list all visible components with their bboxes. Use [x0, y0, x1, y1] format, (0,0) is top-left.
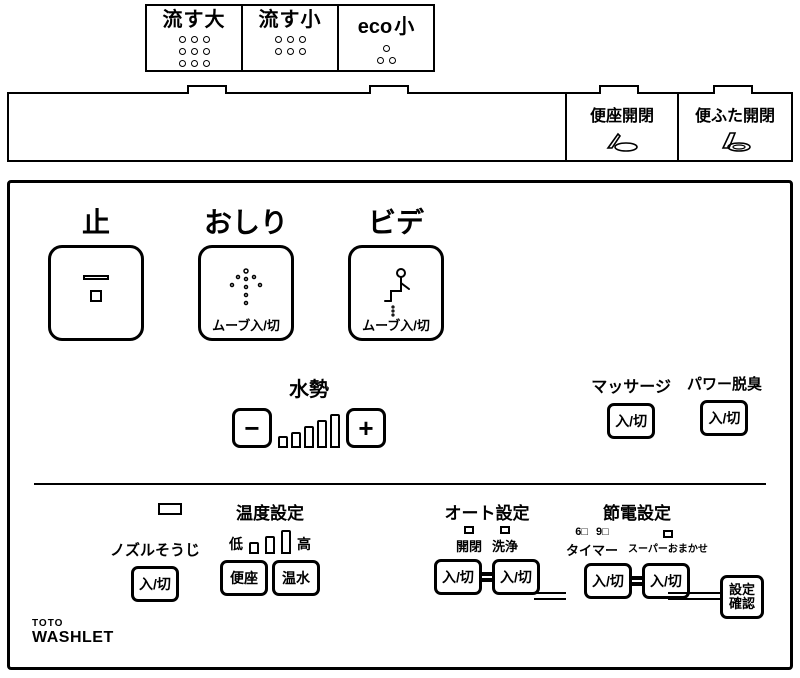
temperature-scale: 低 高 — [229, 530, 311, 554]
pressure-minus-button[interactable]: − — [232, 408, 272, 448]
toilet-lid-icon — [717, 128, 753, 152]
strip-blank-area — [9, 94, 567, 160]
bidet-person-icon — [371, 265, 421, 321]
bidet-column: ビデ ムーブ入/切 — [348, 209, 444, 341]
water-temp-button[interactable]: 温水 — [272, 560, 320, 596]
temp-high-label: 高 — [297, 534, 311, 554]
flush-large-label: 流す大 — [163, 10, 226, 30]
brand-name: TOTO — [32, 618, 114, 629]
panel-divider — [34, 483, 766, 485]
deodorize-toggle-button[interactable]: 入/切 — [700, 400, 748, 436]
stop-label: 止 — [82, 209, 110, 237]
auto-title: オート設定 — [445, 499, 530, 524]
bidet-button[interactable]: ムーブ入/切 — [348, 245, 444, 341]
primary-function-row: 止 おしり — [48, 209, 444, 341]
deodorize-label: パワー脱臭 — [687, 373, 762, 394]
deodorize-column: パワー脱臭 入/切 — [687, 373, 762, 439]
temp-low-label: 低 — [229, 534, 243, 554]
auto-open-indicator-icon — [464, 526, 474, 534]
eco-auto-indicator-icon — [663, 530, 673, 538]
rear-move-label: ムーブ入/切 — [212, 315, 280, 334]
right-toggle-group: マッサージ 入/切 パワー脱臭 入/切 — [591, 373, 762, 439]
confirm-settings-button[interactable]: 設定 確認 — [720, 575, 764, 619]
eco-timer-toggle-button[interactable]: 入/切 — [584, 563, 632, 599]
seat-open-close-button[interactable]: 便座開閉 — [567, 94, 679, 160]
nozzle-clean-column: ノズルそうじ 入/切 — [110, 539, 200, 602]
confirm-settings-column: 設定 確認 — [720, 575, 764, 619]
flush-eco-dots-icon — [377, 45, 396, 64]
pressure-plus-button[interactable]: + — [346, 408, 386, 448]
lid-open-close-button[interactable]: 便ふた開閉 — [679, 94, 791, 160]
auto-settings-group: オート設定 開閉 洗浄 入/切 入/切 — [434, 499, 540, 595]
main-control-panel: 止 おしり — [7, 180, 793, 670]
pressure-level-icon — [278, 414, 340, 448]
auto-wash-toggle-button[interactable]: 入/切 — [492, 559, 540, 595]
flush-small-dots-icon — [275, 36, 306, 55]
seat-lid-strip: 便座開閉 便ふた開閉 — [7, 92, 793, 162]
eco-settings-group: 節電設定 6□9□ タイマー スーパーおまかせ 入/切 入/切 — [566, 499, 708, 599]
lid-open-close-label: 便ふた開閉 — [695, 102, 775, 126]
water-pressure-group: 水勢 − + — [232, 373, 386, 448]
auto-wash-indicator-icon — [500, 526, 510, 534]
water-pressure-label: 水勢 — [289, 373, 329, 402]
stop-icon — [83, 275, 109, 302]
flush-large-button[interactable]: 流す大 — [145, 4, 243, 72]
nozzle-clean-button[interactable]: 入/切 — [131, 566, 179, 602]
rear-wash-column: おしり ムーブ入/切 — [198, 209, 294, 341]
nozzle-clean-label: ノズルそうじ — [110, 539, 200, 560]
stop-button[interactable] — [48, 245, 144, 341]
brand-logo: TOTO WASHLET — [32, 618, 114, 647]
eco-auto-label: スーパーおまかせ — [628, 540, 708, 555]
rear-wash-label: おしり — [204, 209, 288, 237]
rear-spray-icon — [216, 265, 276, 321]
flush-button-strip: 流す大 流す小 eco小 — [145, 4, 433, 72]
massage-label: マッサージ — [591, 373, 671, 397]
flush-eco-button[interactable]: eco小 — [337, 4, 435, 72]
toilet-seat-icon — [604, 128, 640, 152]
temperature-group: 温度設定 低 高 便座 温水 — [220, 499, 320, 596]
strip-tabs-decor — [9, 85, 791, 94]
eco-title: 節電設定 — [603, 499, 671, 524]
stop-column: 止 — [48, 209, 144, 341]
seat-temp-button[interactable]: 便座 — [220, 560, 268, 596]
temperature-title: 温度設定 — [236, 499, 304, 524]
flush-large-dots-icon — [179, 36, 210, 67]
massage-column: マッサージ 入/切 — [591, 373, 671, 439]
bidet-move-label: ムーブ入/切 — [362, 315, 430, 334]
eco-auto-toggle-button[interactable]: 入/切 — [642, 563, 690, 599]
top-indicator-icon — [158, 503, 182, 515]
rear-wash-button[interactable]: ムーブ入/切 — [198, 245, 294, 341]
product-name: WASHLET — [32, 629, 114, 647]
auto-open-toggle-button[interactable]: 入/切 — [434, 559, 482, 595]
flush-small-button[interactable]: 流す小 — [241, 4, 339, 72]
auto-wash-label: 洗浄 — [492, 536, 518, 555]
auto-open-label: 開閉 — [456, 536, 482, 555]
eco-timer-label: タイマー — [566, 540, 618, 559]
flush-small-label: 流す小 — [259, 10, 322, 30]
bidet-label: ビデ — [368, 209, 424, 237]
seat-open-close-label: 便座開閉 — [590, 102, 654, 126]
massage-toggle-button[interactable]: 入/切 — [607, 403, 655, 439]
eco-hours-label: 6□9□ — [575, 526, 609, 538]
flush-eco-label: eco小 — [358, 10, 414, 39]
